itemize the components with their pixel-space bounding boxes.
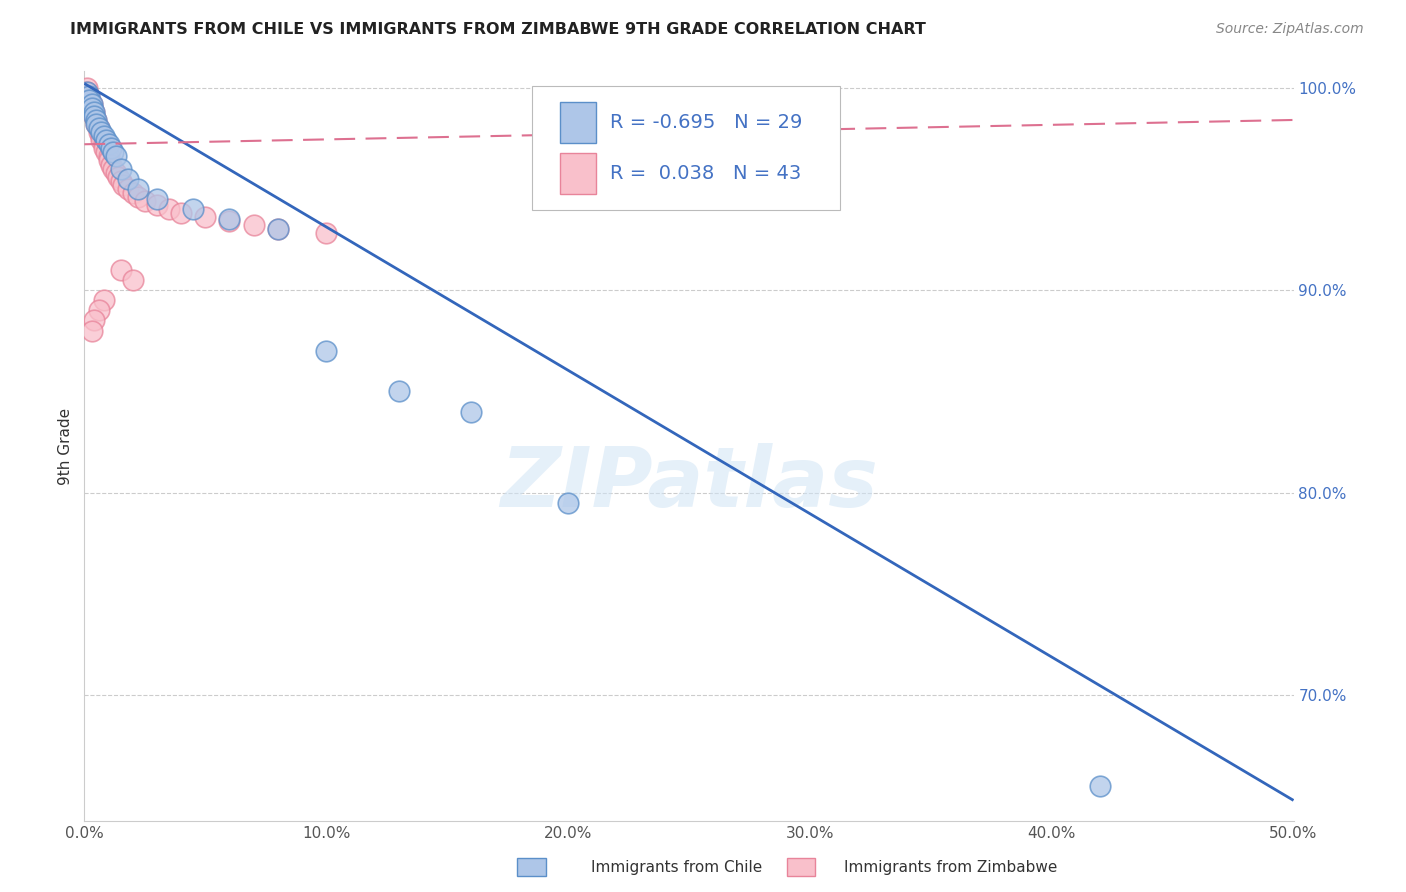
- Point: [100, 157, 122, 171]
- Point: [80, 324, 103, 338]
- Point: [90, 133, 112, 147]
- Point: [86, 112, 108, 127]
- Point: [557, 496, 579, 510]
- Point: [83, 104, 105, 119]
- Point: [87, 121, 110, 136]
- FancyBboxPatch shape: [560, 102, 596, 144]
- Y-axis label: 9th Grade: 9th Grade: [58, 408, 73, 484]
- Point: [1088, 779, 1111, 793]
- Point: [181, 202, 204, 216]
- Point: [117, 182, 139, 196]
- Point: [157, 202, 180, 216]
- Text: IMMIGRANTS FROM CHILE VS IMMIGRANTS FROM ZIMBABWE 9TH GRADE CORRELATION CHART: IMMIGRANTS FROM CHILE VS IMMIGRANTS FROM…: [70, 22, 927, 37]
- Point: [194, 210, 217, 224]
- Point: [93, 293, 115, 308]
- Point: [100, 141, 122, 155]
- Point: [170, 206, 193, 220]
- Point: [83, 109, 105, 123]
- Point: [77, 93, 100, 107]
- Point: [93, 137, 115, 152]
- Point: [127, 190, 149, 204]
- Point: [107, 169, 129, 184]
- Point: [103, 161, 125, 176]
- Point: [86, 117, 108, 131]
- Point: [87, 125, 110, 139]
- Text: ZIPatlas: ZIPatlas: [501, 443, 877, 524]
- Point: [80, 96, 103, 111]
- Point: [388, 384, 411, 399]
- Point: [76, 80, 98, 95]
- Point: [93, 141, 115, 155]
- Point: [104, 166, 127, 180]
- Text: Immigrants from Zimbabwe: Immigrants from Zimbabwe: [844, 860, 1057, 874]
- Point: [146, 198, 169, 212]
- Point: [110, 161, 132, 176]
- Point: [86, 112, 108, 127]
- Point: [218, 214, 240, 228]
- Point: [80, 101, 103, 115]
- Point: [460, 404, 482, 418]
- Point: [110, 174, 132, 188]
- Point: [97, 153, 120, 168]
- Point: [267, 222, 290, 236]
- Text: Source: ZipAtlas.com: Source: ZipAtlas.com: [1216, 22, 1364, 37]
- Point: [127, 182, 149, 196]
- Point: [93, 129, 115, 144]
- Point: [87, 121, 110, 136]
- Point: [83, 313, 105, 327]
- Point: [103, 145, 125, 160]
- Point: [121, 186, 143, 200]
- FancyBboxPatch shape: [560, 153, 596, 194]
- Point: [90, 125, 112, 139]
- Text: R = -0.695   N = 29: R = -0.695 N = 29: [610, 113, 803, 132]
- Point: [97, 137, 120, 152]
- Point: [76, 85, 98, 99]
- Point: [77, 93, 100, 107]
- Point: [146, 192, 169, 206]
- Point: [80, 96, 103, 111]
- Point: [94, 133, 117, 147]
- Point: [97, 149, 120, 163]
- Point: [83, 104, 105, 119]
- Point: [83, 109, 105, 123]
- Point: [104, 149, 127, 163]
- Point: [242, 219, 264, 233]
- Point: [134, 194, 156, 208]
- Point: [87, 303, 110, 318]
- Text: Immigrants from Chile: Immigrants from Chile: [591, 860, 762, 874]
- Point: [77, 88, 100, 103]
- Text: R =  0.038   N = 43: R = 0.038 N = 43: [610, 164, 801, 183]
- Point: [76, 85, 98, 99]
- Point: [121, 273, 143, 287]
- Point: [315, 343, 337, 358]
- Point: [315, 227, 337, 241]
- Point: [86, 117, 108, 131]
- Point: [94, 145, 117, 160]
- Point: [90, 129, 112, 144]
- Point: [110, 262, 132, 277]
- Point: [80, 101, 103, 115]
- FancyBboxPatch shape: [531, 87, 841, 210]
- Point: [77, 88, 100, 103]
- Point: [218, 212, 240, 227]
- Point: [112, 178, 135, 192]
- Point: [267, 222, 290, 236]
- Point: [117, 171, 139, 186]
